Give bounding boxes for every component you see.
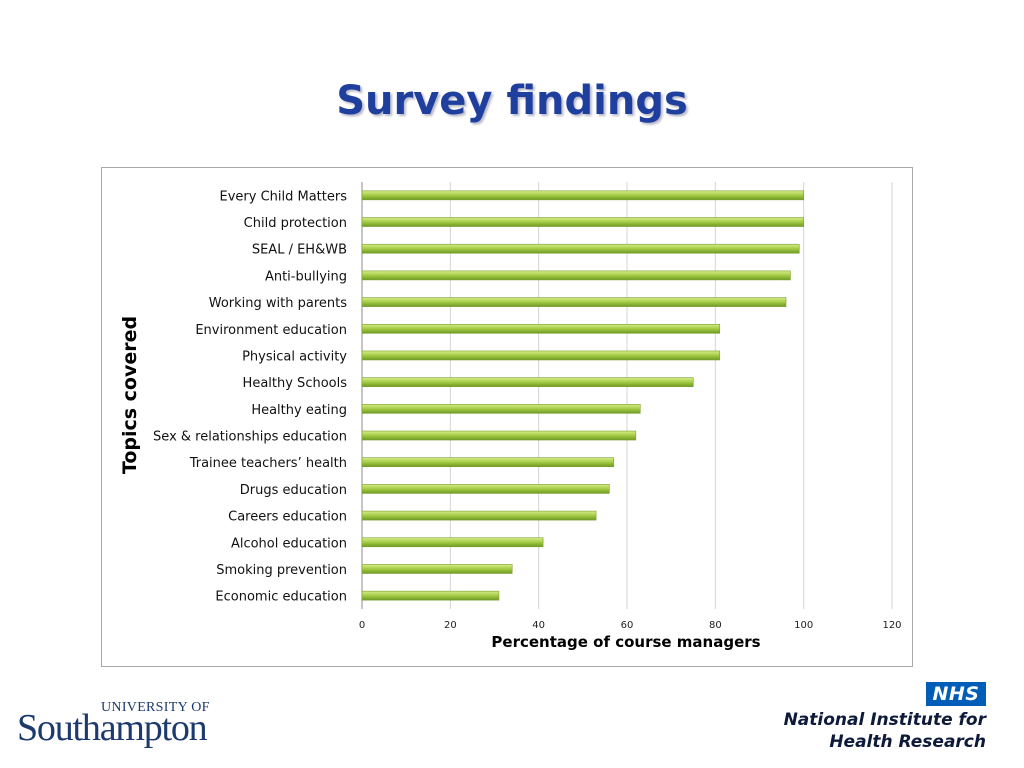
bar [361,323,721,334]
bar [361,510,597,521]
category-label: Economic education [215,590,347,605]
nihr-line-2: Health Research [829,732,986,752]
category-label: Working with parents [209,296,347,311]
x-tick-label: 100 [794,620,813,631]
bar-chart: Every Child Matters Child protection SEAL … [153,182,902,631]
category-label: Smoking prevention [216,563,347,578]
category-label: Healthy eating [251,403,347,418]
nihr-line-1: National Institute for [783,710,986,730]
category-label: Sex & relationships education [153,430,347,445]
logo-southampton-text: Southampton [17,707,208,749]
category-label: Physical activity [242,349,347,364]
bar [361,297,787,307]
y-axis-title-wrap: Topics covered [113,310,147,480]
university-of-southampton-logo: UNIVERSITY OF Southampton [17,700,237,756]
category-label: Every Child Matters [220,189,348,204]
bar [361,377,694,387]
chart-frame: Every Child Matters Child protection SEAL … [101,167,913,667]
x-tick-label: 20 [444,620,457,631]
x-tick-label: 80 [709,620,722,631]
bar [361,217,804,227]
nihr-logo: NHS National Institute for Health Resear… [766,682,986,754]
x-axis-title: Percentage of course managers [491,633,761,651]
x-tick-label: 120 [882,620,901,631]
x-tick-label: 40 [532,620,545,631]
bar [361,270,791,281]
bar [361,404,641,414]
bar [361,564,513,574]
category-label: Trainee teachers’ health [189,456,347,471]
x-tick-label: 60 [621,620,634,631]
category-label: SEAL / EH&WB [252,243,347,258]
slide-title: Survey findings [336,78,688,124]
bar [361,537,544,548]
bar [361,457,615,468]
bar [361,484,610,494]
y-axis-title: Topics covered [119,315,141,475]
category-label: Drugs education [240,483,347,498]
nhs-badge: NHS [926,682,986,706]
category-label: Child protection [244,216,347,231]
bar [361,190,804,201]
category-label: Careers education [228,510,347,525]
x-tick-label: 0 [359,620,365,631]
logo-university-of-text: UNIVERSITY OF [101,700,210,715]
bar [361,590,500,601]
category-label: Healthy Schools [243,376,348,391]
bar [361,243,800,254]
category-label: Alcohol education [231,536,347,551]
category-label: Environment education [195,323,347,338]
bar [361,350,721,361]
category-label: Anti-bullying [265,269,347,284]
bar [361,430,637,441]
